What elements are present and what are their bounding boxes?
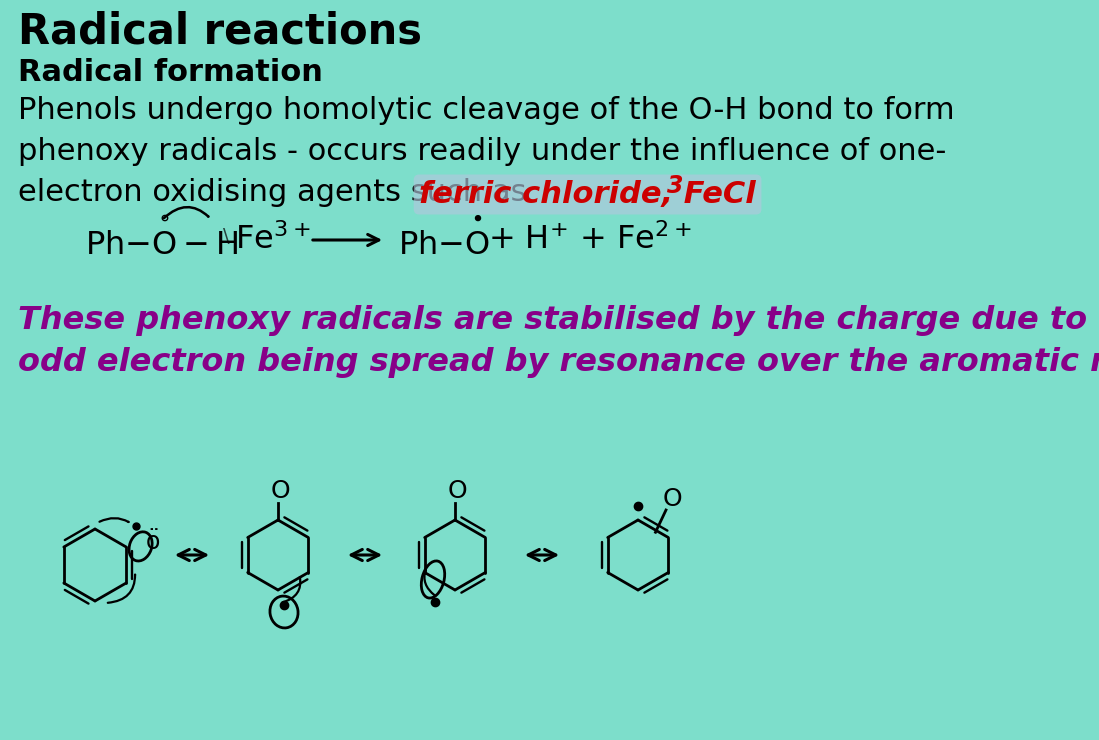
Text: ferric chloride, FeCl: ferric chloride, FeCl: [419, 180, 756, 209]
Text: O: O: [447, 479, 467, 503]
FancyArrowPatch shape: [108, 575, 135, 603]
Text: Radical formation: Radical formation: [18, 58, 323, 87]
Text: Ph$-\overset{\circ}{\rm O}-$H: Ph$-\overset{\circ}{\rm O}-$H: [85, 218, 238, 262]
Text: odd electron being spread by resonance over the aromatic ring: odd electron being spread by resonance o…: [18, 347, 1099, 378]
FancyArrowPatch shape: [100, 518, 129, 522]
Text: 3: 3: [667, 174, 684, 198]
Text: phenoxy radicals - occurs readily under the influence of one-: phenoxy radicals - occurs readily under …: [18, 137, 946, 166]
FancyArrowPatch shape: [282, 577, 300, 602]
Text: O: O: [663, 487, 681, 511]
Text: Radical reactions: Radical reactions: [18, 10, 422, 52]
FancyArrowPatch shape: [424, 570, 435, 596]
Text: $\rm \ddot{o}$: $\rm \ddot{o}$: [145, 530, 160, 555]
Text: $\backslash$: $\backslash$: [222, 226, 231, 246]
Text: Fe$^{3+}$: Fe$^{3+}$: [235, 223, 310, 256]
FancyArrowPatch shape: [164, 207, 209, 218]
Text: Phenols undergo homolytic cleavage of the O-H bond to form: Phenols undergo homolytic cleavage of th…: [18, 96, 955, 125]
Text: $+$ H$^{+}$ $+$ Fe$^{2+}$: $+$ H$^{+}$ $+$ Fe$^{2+}$: [488, 223, 691, 256]
Text: These phenoxy radicals are stabilised by the charge due to the: These phenoxy radicals are stabilised by…: [18, 305, 1099, 336]
Text: O: O: [270, 479, 290, 503]
Text: electron oxidising agents such as: electron oxidising agents such as: [18, 178, 536, 207]
Text: Ph$-\overset{\bullet}{\rm O}$: Ph$-\overset{\bullet}{\rm O}$: [398, 218, 490, 262]
